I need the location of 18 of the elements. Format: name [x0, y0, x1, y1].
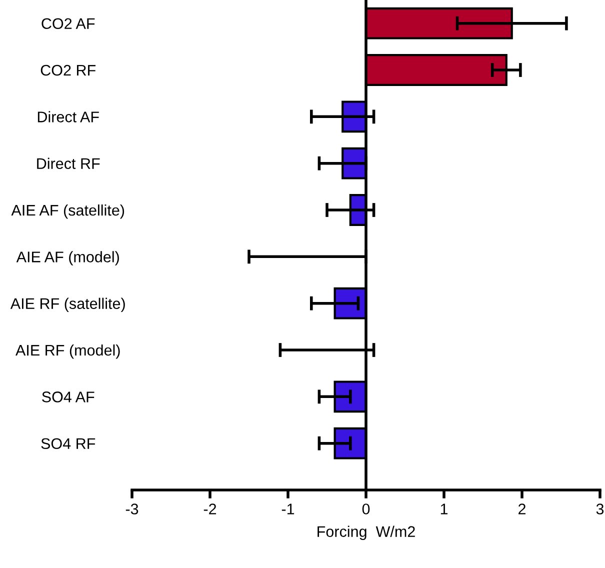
y-tick-label: Direct AF — [38, 111, 99, 122]
x-tick-label: -1 — [282, 504, 294, 514]
y-tick-label: SO4 AF — [42, 392, 94, 402]
y-tick-label: AIE AF (model) — [16, 251, 119, 266]
y-tick-label: AIE AF (satellite) — [11, 204, 124, 219]
y-tick-label: CO2 AF — [42, 18, 95, 30]
y-tick-label: AIE RF (model) — [16, 344, 120, 359]
x-tick-label: 1 — [440, 504, 448, 514]
y-tick-label: CO2 RF — [40, 64, 96, 76]
y-tick-label: AIE RF (satellite) — [10, 298, 125, 312]
x-tick-label: -3 — [126, 504, 138, 514]
x-tick-label: 2 — [518, 504, 526, 514]
x-tick-label: -2 — [204, 504, 216, 514]
x-axis-title: Forcing W/m2 — [318, 526, 415, 540]
x-tick-label: 0 — [362, 504, 370, 514]
x-tick-label: 3 — [596, 504, 604, 514]
y-tick-label: Direct RF — [37, 158, 100, 170]
y-tick-label: SO4 RF — [41, 438, 96, 450]
